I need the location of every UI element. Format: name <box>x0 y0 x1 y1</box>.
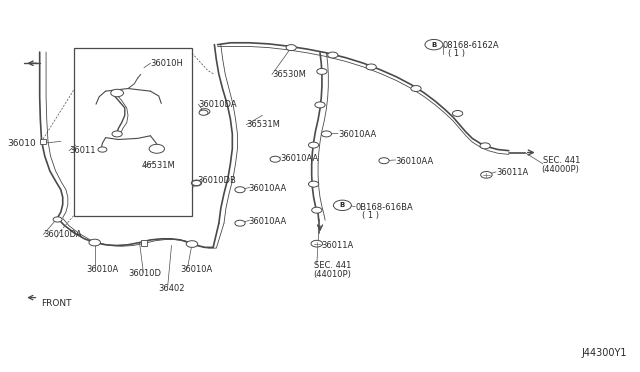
Circle shape <box>186 241 198 247</box>
Circle shape <box>235 220 245 226</box>
Text: 36010AA: 36010AA <box>280 154 319 163</box>
Text: J44300Y1: J44300Y1 <box>582 348 627 358</box>
Circle shape <box>199 110 208 115</box>
Circle shape <box>480 143 490 149</box>
Text: 36010AA: 36010AA <box>338 130 376 139</box>
Text: 0B168-616BA: 0B168-616BA <box>355 203 413 212</box>
Circle shape <box>111 89 124 97</box>
Circle shape <box>89 239 100 246</box>
Text: SEC. 441: SEC. 441 <box>314 262 351 270</box>
Circle shape <box>112 131 122 137</box>
Text: 36010A: 36010A <box>86 265 118 274</box>
Circle shape <box>452 110 463 116</box>
Text: 36011A: 36011A <box>496 169 528 177</box>
Text: 36010DA: 36010DA <box>44 230 82 239</box>
Text: 36010: 36010 <box>8 139 36 148</box>
Circle shape <box>308 181 319 187</box>
Text: 36010AA: 36010AA <box>396 157 434 166</box>
Text: 36011: 36011 <box>69 146 95 155</box>
Bar <box>40 138 46 144</box>
Circle shape <box>286 45 296 51</box>
Bar <box>141 240 147 246</box>
Text: 36402: 36402 <box>159 284 185 293</box>
Text: 46531M: 46531M <box>142 161 176 170</box>
Text: 36010DA: 36010DA <box>198 100 237 109</box>
Circle shape <box>333 200 351 211</box>
Text: (44010P): (44010P) <box>314 270 351 279</box>
Circle shape <box>191 180 202 186</box>
Text: B: B <box>431 42 436 48</box>
Text: 36010AA: 36010AA <box>248 217 287 226</box>
Text: 36531M: 36531M <box>246 120 280 129</box>
Circle shape <box>192 180 201 186</box>
Text: 36010H: 36010H <box>150 59 183 68</box>
Circle shape <box>411 86 421 92</box>
Circle shape <box>53 217 62 222</box>
Text: ( 1 ): ( 1 ) <box>362 211 379 220</box>
Circle shape <box>366 64 376 70</box>
Circle shape <box>379 158 389 164</box>
Circle shape <box>315 102 325 108</box>
Circle shape <box>481 171 492 178</box>
Text: FRONT: FRONT <box>42 299 72 308</box>
Text: 36010DB: 36010DB <box>197 176 236 185</box>
Text: 36010A: 36010A <box>180 265 212 274</box>
Circle shape <box>149 144 164 153</box>
Circle shape <box>270 156 280 162</box>
Circle shape <box>425 39 443 50</box>
Circle shape <box>311 240 323 247</box>
Text: 36011A: 36011A <box>321 241 353 250</box>
Circle shape <box>321 131 332 137</box>
Text: 08168-6162A: 08168-6162A <box>443 41 499 50</box>
Text: SEC. 441: SEC. 441 <box>543 156 580 165</box>
Text: 36010D: 36010D <box>128 269 161 278</box>
Circle shape <box>308 142 319 148</box>
Circle shape <box>98 147 107 152</box>
Bar <box>74 48 192 216</box>
Circle shape <box>312 207 322 213</box>
Circle shape <box>328 52 338 58</box>
Text: 36530M: 36530M <box>272 70 306 79</box>
Text: ( 1 ): ( 1 ) <box>448 49 465 58</box>
Circle shape <box>235 187 245 193</box>
Text: B: B <box>340 202 345 208</box>
Text: (44000P): (44000P) <box>541 165 579 174</box>
Circle shape <box>317 68 327 74</box>
Text: 36010AA: 36010AA <box>248 184 287 193</box>
Circle shape <box>200 109 210 115</box>
